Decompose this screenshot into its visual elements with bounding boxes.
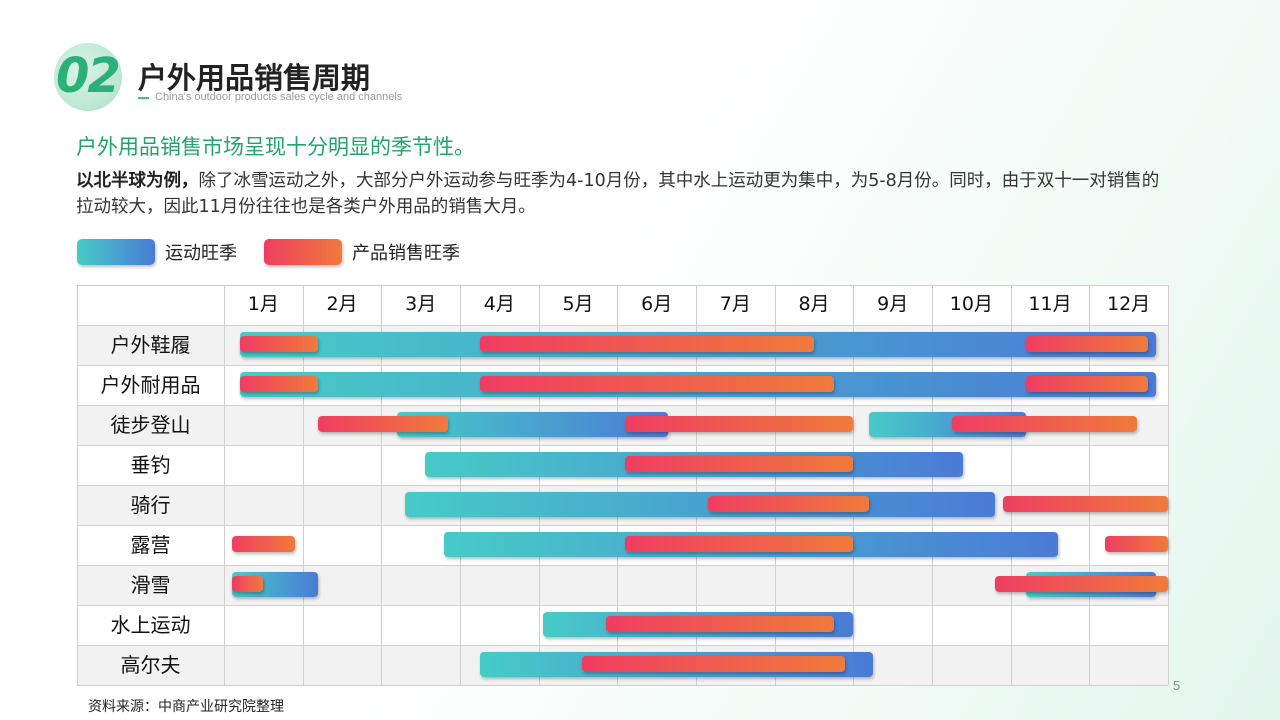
legend-season-label: 运动旺季 — [165, 243, 237, 264]
section-badge — [54, 43, 122, 111]
grid-line-horizontal — [77, 605, 1168, 606]
month-label: 8月 — [798, 293, 830, 315]
sales-bar — [1105, 536, 1169, 552]
month-label: 5月 — [562, 293, 594, 315]
grid-line-vertical — [538, 285, 540, 685]
month-label: 12月 — [1107, 293, 1151, 315]
month-label: 2月 — [326, 293, 358, 315]
month-label: 7月 — [719, 293, 751, 315]
month-label: 11月 — [1028, 293, 1072, 315]
sales-cycle-gantt-chart: 1月 2月 3月 4月 5月 6月 7月 8月 9月 10月 11月 12月户外鞋履户外耐用品徒步登山… — [77, 285, 1170, 686]
category-label: 露营 — [130, 533, 171, 557]
sales-bar — [625, 536, 854, 552]
grid-line-horizontal — [77, 285, 1168, 286]
sales-bar — [239, 336, 319, 352]
sales-bar — [479, 336, 815, 352]
month-label: 4月 — [483, 293, 515, 315]
section-number: 02 — [56, 48, 121, 104]
grid-line-vertical — [77, 285, 78, 685]
grid-line-vertical — [774, 285, 776, 685]
month-label: 3月 — [405, 293, 437, 315]
grid-line-vertical — [381, 285, 383, 685]
grid-line-horizontal — [77, 525, 1168, 526]
grid-line-vertical — [696, 285, 698, 685]
grid-line-vertical — [302, 285, 304, 685]
sales-bar — [318, 416, 449, 432]
page-title: 户外用品销售周期 — [138, 61, 371, 95]
sales-bar — [231, 576, 264, 592]
sales-bar — [231, 536, 295, 552]
sales-bar — [605, 616, 834, 632]
sales-bar — [1026, 376, 1149, 392]
headline: 户外用品销售市场呈现十分明显的季节性。 — [76, 135, 475, 159]
grid-line-horizontal — [77, 405, 1168, 406]
grid-line-horizontal — [77, 565, 1168, 566]
category-label: 骑行 — [130, 493, 171, 517]
sales-bar — [1002, 496, 1169, 512]
paragraph-text: 除了冰雪运动之外，大部分户外运动参与旺季为4-10月份，其中水上运动更为集中，为… — [76, 171, 1160, 217]
legend-sales-swatch — [264, 239, 342, 265]
sales-bar — [707, 496, 870, 512]
grid-line-vertical — [617, 285, 619, 685]
grid-line-horizontal — [77, 485, 1168, 486]
header-row — [77, 285, 1168, 325]
legend-sales-label: 产品销售旺季 — [352, 243, 460, 264]
category-label: 水上运动 — [110, 613, 191, 637]
category-label: 户外鞋履 — [110, 333, 191, 357]
grid-line-vertical — [932, 285, 934, 685]
source-note: 资料来源：中商产业研究院整理 — [88, 699, 284, 715]
category-label: 徒步登山 — [110, 413, 191, 437]
grid-line-vertical — [1089, 285, 1091, 685]
month-label: 10月 — [949, 293, 993, 315]
grid-line-vertical — [1168, 285, 1170, 685]
sales-bar — [479, 376, 834, 392]
grid-line-vertical — [224, 285, 225, 685]
sales-bar — [625, 416, 854, 432]
description-paragraph: 以北半球为例，除了冰雪运动之外，大部分户外运动参与旺季为4-10月份，其中水上运… — [76, 168, 1176, 220]
category-label: 垂钓 — [130, 453, 171, 477]
title-accent-line — [138, 97, 149, 99]
legend-season-swatch — [77, 239, 155, 265]
sales-bar — [1026, 336, 1149, 352]
grid-line-horizontal — [77, 325, 1168, 326]
grid-line-horizontal — [77, 445, 1168, 446]
category-label: 滑雪 — [130, 573, 171, 597]
page-subtitle: China's outdoor products sales cycle and… — [155, 91, 403, 103]
grid-line-vertical — [853, 285, 855, 685]
grid-line-horizontal — [77, 645, 1168, 646]
sales-bar — [239, 376, 319, 392]
season-bar — [404, 492, 995, 517]
category-label: 户外耐用品 — [100, 373, 201, 397]
legend-season: 运动旺季 — [77, 238, 237, 266]
page-number: 5 — [1173, 678, 1181, 693]
month-label: 9月 — [877, 293, 909, 315]
category-label: 高尔夫 — [120, 653, 181, 677]
paragraph-lead: 以北半球为例， — [76, 171, 199, 191]
sales-bar — [625, 456, 854, 472]
grid-line-vertical — [460, 285, 461, 685]
sales-bar — [581, 656, 846, 672]
month-label: 6月 — [641, 293, 673, 315]
grid-line-vertical — [1010, 285, 1012, 685]
sales-bar — [951, 416, 1137, 432]
grid-line-horizontal — [77, 365, 1168, 366]
month-label: 1月 — [247, 293, 279, 315]
sales-bar — [994, 576, 1169, 592]
grid-line-horizontal — [77, 685, 1168, 686]
legend-sales: 产品销售旺季 — [264, 238, 460, 266]
